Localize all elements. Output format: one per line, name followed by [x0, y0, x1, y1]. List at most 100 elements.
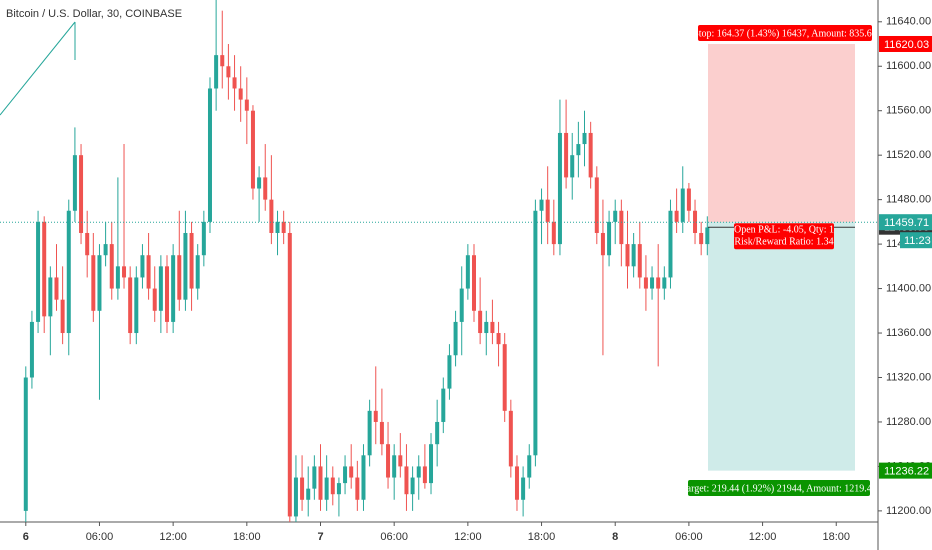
candle-body — [545, 199, 550, 222]
candle-body — [478, 310, 483, 334]
x-tick-label: 7 — [317, 531, 323, 543]
pnl-bg — [734, 223, 834, 250]
candle-body — [122, 266, 127, 278]
candle-body — [250, 110, 255, 189]
target-zone — [708, 222, 855, 471]
candle-body — [471, 255, 476, 311]
candle-body — [29, 321, 34, 378]
countdown-bg — [900, 232, 932, 249]
candle-body — [165, 266, 170, 322]
candle-body — [527, 455, 532, 478]
y-tick-label: 11520.00 — [886, 149, 931, 161]
candle-body — [631, 244, 636, 267]
target-price-tag-bg — [879, 462, 932, 479]
candle-body — [386, 444, 391, 478]
y-tick-label: 11400.00 — [886, 282, 931, 294]
candle-body — [680, 188, 685, 222]
candle-body — [324, 477, 329, 500]
candle-body — [674, 210, 679, 222]
candle-body — [490, 321, 495, 334]
candle-body — [183, 232, 188, 300]
entry-price-tag: 11459.71 — [884, 217, 929, 229]
x-tick-label: 6 — [23, 531, 29, 543]
y-tick-label: 11600.00 — [886, 60, 931, 72]
candle-body — [600, 232, 605, 256]
candle-body — [263, 177, 268, 200]
x-tick-label: 12:00 — [159, 531, 187, 543]
candle-body — [668, 210, 673, 278]
countdown: 11:23 — [904, 235, 931, 247]
candle-body — [343, 466, 348, 484]
x-tick-label: 06:00 — [675, 531, 703, 543]
y-tick-label: 11280.00 — [886, 416, 931, 428]
candle-body — [496, 333, 501, 345]
candle-body — [79, 155, 84, 233]
candle-body — [336, 483, 341, 495]
candle-body — [140, 255, 145, 278]
plot-area — [23, 0, 855, 522]
candle-body — [398, 455, 403, 467]
candle-body — [269, 199, 274, 233]
target-price-tag: 11236.22 — [884, 466, 929, 478]
trend-line — [0, 21, 76, 116]
candle-body — [392, 455, 397, 478]
candle-body — [361, 455, 366, 500]
candle-body — [134, 277, 139, 334]
candle-body — [312, 466, 317, 489]
candle-body — [201, 221, 206, 256]
x-tick-label: 18:00 — [528, 531, 556, 543]
candle-body — [404, 466, 409, 495]
candle-body — [465, 255, 470, 289]
candle-body — [91, 255, 96, 311]
stop-label-bg — [698, 25, 872, 41]
candle-body — [508, 410, 513, 467]
candle-body — [85, 232, 90, 256]
x-tick-label: 8 — [612, 531, 618, 543]
candle-body — [257, 177, 262, 189]
candle-body — [281, 221, 286, 233]
candle-body — [625, 244, 630, 267]
chart-title: Bitcoin / U.S. Dollar, 30, COINBASE — [6, 8, 182, 20]
candle-body — [214, 55, 219, 89]
candle-body — [158, 266, 163, 311]
candle-body — [594, 177, 599, 233]
pnl-label: Open P&L: -4.05, Qty: 1 — [734, 224, 834, 235]
candle-body — [422, 466, 427, 484]
candle-body — [293, 477, 298, 517]
candle-body — [662, 277, 667, 289]
candle-body — [551, 221, 556, 245]
candle-body — [514, 466, 519, 500]
x-tick-label: 18:00 — [822, 531, 850, 543]
candle-body — [48, 277, 53, 317]
stop-price-tag: 11620.03 — [884, 39, 929, 51]
candle-body — [171, 255, 176, 322]
candle-body — [189, 232, 194, 289]
candle-body — [349, 466, 354, 478]
candle-body — [97, 255, 102, 311]
x-tick-label: 06:00 — [380, 531, 408, 543]
candle-body — [441, 388, 446, 422]
candle-body — [502, 344, 507, 411]
candle-body — [60, 299, 65, 334]
candle-body — [152, 288, 157, 311]
candle-body — [588, 132, 593, 178]
candle-body — [367, 410, 372, 456]
candle-body — [54, 277, 59, 300]
candle-body — [650, 277, 655, 289]
y-tick-label: 11200.00 — [886, 505, 931, 517]
x-tick-label: 18:00 — [233, 531, 261, 543]
candle-body — [244, 99, 249, 111]
target-label: Target: 219.44 (1.92%) 21944, Amount: 12… — [681, 483, 877, 494]
candle-body — [226, 66, 231, 78]
candle-body — [613, 210, 618, 222]
candle-body — [232, 77, 237, 89]
candle-body — [355, 477, 360, 500]
y-tick-label: 11560.00 — [886, 105, 931, 117]
candle-body — [220, 55, 225, 67]
candle-body — [300, 477, 305, 500]
candle-body — [128, 277, 133, 334]
candle-body — [453, 321, 458, 356]
candle-body — [287, 232, 292, 517]
candle-body — [36, 221, 41, 322]
candle-body — [330, 477, 335, 495]
